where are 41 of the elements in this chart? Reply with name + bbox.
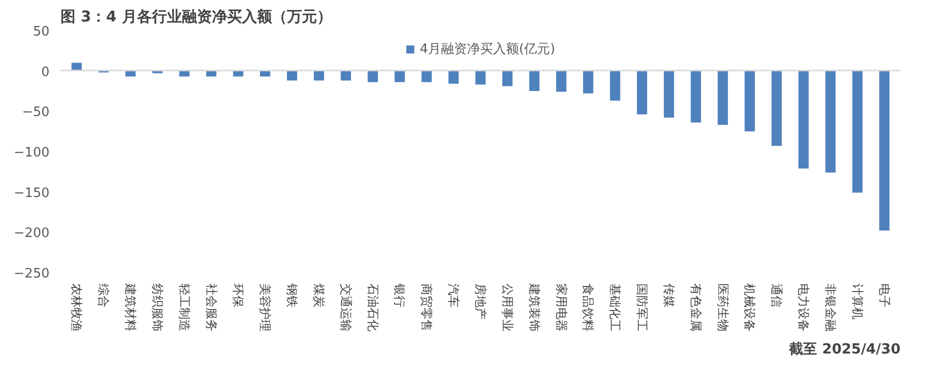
y-tick-label: −100 xyxy=(14,146,50,160)
y-tick-label: −150 xyxy=(14,186,50,201)
x-tick-label: 社会服务 xyxy=(204,284,218,332)
chart-title: 图 3：4 月各行业融资净买入额（万元） xyxy=(60,8,332,26)
x-tick-label: 商贸零售 xyxy=(420,284,434,332)
x-tick-label: 非银金融 xyxy=(824,284,838,332)
x-tick-label: 建筑材料 xyxy=(124,282,138,332)
x-tick-label: 传媒 xyxy=(662,284,676,308)
y-tick-label: 50 xyxy=(32,24,50,40)
x-tick-label: 环保 xyxy=(231,284,246,308)
legend-label: 4月融资净买入额(亿元) xyxy=(420,41,556,58)
x-tick-label: 农林牧渔 xyxy=(70,284,84,332)
y-tick-label: −200 xyxy=(14,226,50,242)
x-tick-label: 公用事业 xyxy=(500,284,514,332)
text: 截至 2025/4/30 xyxy=(788,342,901,358)
y-tick-label: −50 xyxy=(22,105,50,120)
x-tick-label: 交通运输 xyxy=(338,284,353,332)
x-tick-label: 电子 xyxy=(877,284,892,308)
x-tick-label: 建筑装饰 xyxy=(527,282,542,332)
x-tick-label: 国防军工 xyxy=(635,284,650,332)
y-tick-label: 0 xyxy=(41,64,50,80)
x-tick-label: 食品饮料 xyxy=(581,284,596,332)
x-tick-label: 基础化工 xyxy=(608,284,622,332)
x-tick-label: 机械设备 xyxy=(742,284,757,332)
x-tick-label: 轻工制造 xyxy=(177,284,192,332)
x-tick-label: 汽车 xyxy=(446,284,461,308)
x-tick-label: 纺织服饰 xyxy=(150,284,164,332)
x-tick-label: 通信 xyxy=(770,284,784,308)
x-tick-label: 综合 xyxy=(96,284,111,308)
y-tick-label: −250 xyxy=(14,266,50,282)
x-tick-label: 家用电器 xyxy=(554,284,568,332)
x-tick-label: 煤炭 xyxy=(312,284,326,308)
x-tick-label: 有色金属 xyxy=(688,284,703,332)
x-tick-label: 计算机 xyxy=(850,284,864,320)
x-tick-label: 银行 xyxy=(392,282,407,308)
x-tick-label: 医药生物 xyxy=(716,284,730,332)
x-tick-label: 石油石化 xyxy=(366,284,380,332)
x-tick-label: 电力设备 xyxy=(796,284,811,332)
x-tick-label: 房地产 xyxy=(474,284,488,320)
x-tick-label: 美容护理 xyxy=(258,284,272,332)
x-tick-label: 钢铁 xyxy=(285,282,300,308)
